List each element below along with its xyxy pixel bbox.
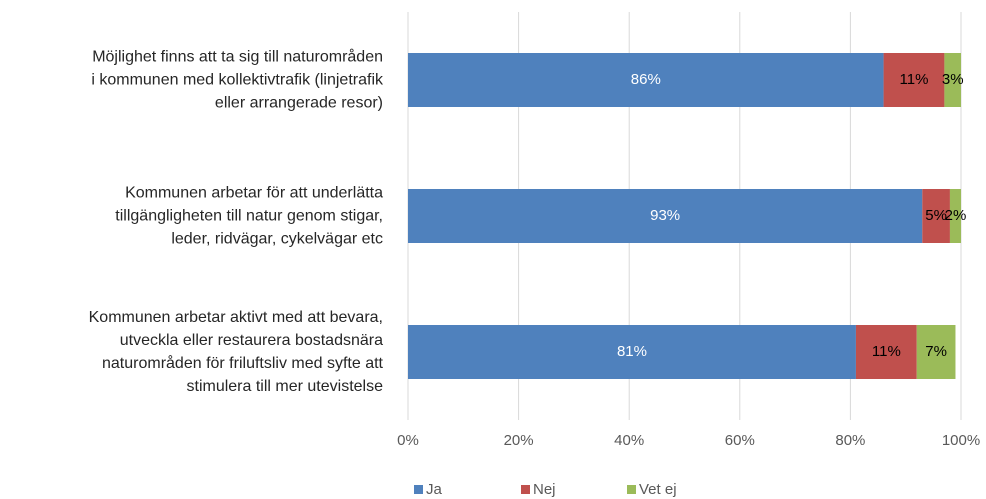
x-tick-label: 40% [614, 432, 644, 449]
data-label: 86% [631, 71, 661, 88]
x-tick-label: 100% [942, 432, 980, 449]
y-tick-label: Kommunen arbetar aktivt med att bevara, … [88, 309, 383, 395]
y-tick-label: Kommunen arbetar för att underlätta till… [115, 184, 383, 248]
x-tick-label: 60% [725, 432, 755, 449]
legend-label: Ja [426, 481, 443, 498]
y-tick-label: Möjlighet finns att ta sig till naturomr… [91, 48, 383, 112]
data-label: 81% [617, 343, 647, 360]
bar-segment [408, 53, 884, 107]
data-label: 5% [925, 207, 947, 224]
bar-segment [944, 53, 961, 107]
x-tick-label: 20% [504, 432, 534, 449]
data-label: 11% [900, 71, 929, 88]
data-label: 3% [942, 71, 964, 88]
bar-segment [408, 189, 923, 243]
legend-swatch [627, 485, 636, 494]
bar-segment [408, 325, 856, 379]
legend-label: Nej [533, 481, 556, 498]
x-tick-label: 0% [397, 432, 419, 449]
data-label: 2% [945, 207, 967, 224]
bar-segment [916, 325, 956, 379]
legend-swatch [414, 485, 423, 494]
data-label: 7% [925, 343, 947, 360]
bar-segment [922, 189, 950, 243]
bar-segment [855, 325, 917, 379]
x-tick-label: 80% [835, 432, 865, 449]
bar-segment [949, 189, 961, 243]
bar-segment [883, 53, 945, 107]
data-label: 93% [650, 207, 680, 224]
data-label: 11% [872, 343, 901, 360]
legend-label: Vet ej [639, 481, 677, 498]
legend-swatch [521, 485, 530, 494]
